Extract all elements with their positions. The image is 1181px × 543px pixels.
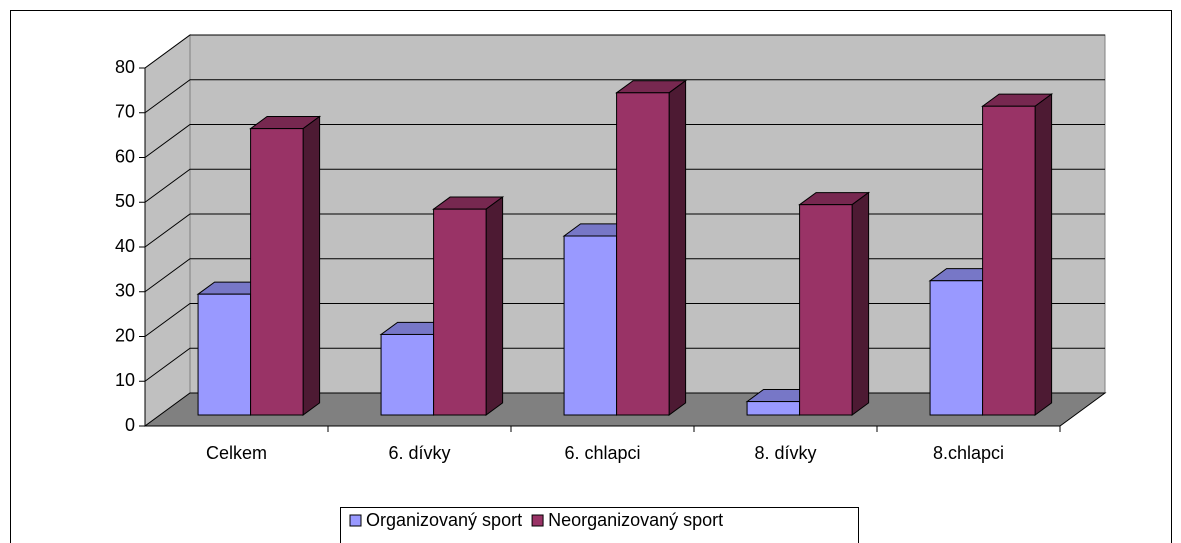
y-tick-label: 20: [115, 325, 135, 345]
bar-side: [302, 115, 321, 416]
x-tick-label: 6. dívky: [388, 443, 450, 463]
x-tick-label: 8.chlapci: [933, 443, 1004, 463]
bar-side: [485, 196, 504, 416]
legend-label: Neorganizovaný sport: [548, 510, 723, 530]
bar: [799, 204, 853, 416]
grid-line: [144, 34, 1105, 69]
legend-swatch: [349, 514, 362, 527]
y-tick-label: 70: [115, 102, 135, 122]
bar: [380, 333, 435, 416]
bar: [433, 208, 487, 416]
x-tick-label: Celkem: [206, 443, 267, 463]
bar: [746, 401, 801, 416]
legend-box: [340, 507, 859, 543]
grid-line: [144, 79, 1105, 114]
y-tick-label: 50: [115, 191, 135, 211]
bar-side: [1034, 93, 1053, 416]
x-tick-label: 6. chlapci: [564, 443, 640, 463]
bar: [616, 92, 670, 416]
y-tick-label: 0: [125, 415, 135, 435]
y-tick-label: 30: [115, 281, 135, 301]
bar: [982, 105, 1036, 416]
bar-side: [668, 79, 687, 416]
y-tick-label: 10: [115, 370, 135, 390]
legend-swatch: [531, 514, 544, 527]
y-tick-label: 40: [115, 236, 135, 256]
bar: [563, 235, 618, 416]
bar: [929, 280, 984, 416]
grid-line: [144, 168, 1105, 203]
x-tick-label: 8. dívky: [754, 443, 816, 463]
legend-label: Organizovaný sport: [366, 510, 522, 530]
bar: [197, 293, 252, 416]
grid-line: [144, 124, 1105, 158]
y-tick-label: 60: [115, 146, 135, 166]
bar-side: [851, 191, 870, 416]
y-tick-label: 80: [115, 57, 135, 77]
bar: [250, 128, 304, 416]
